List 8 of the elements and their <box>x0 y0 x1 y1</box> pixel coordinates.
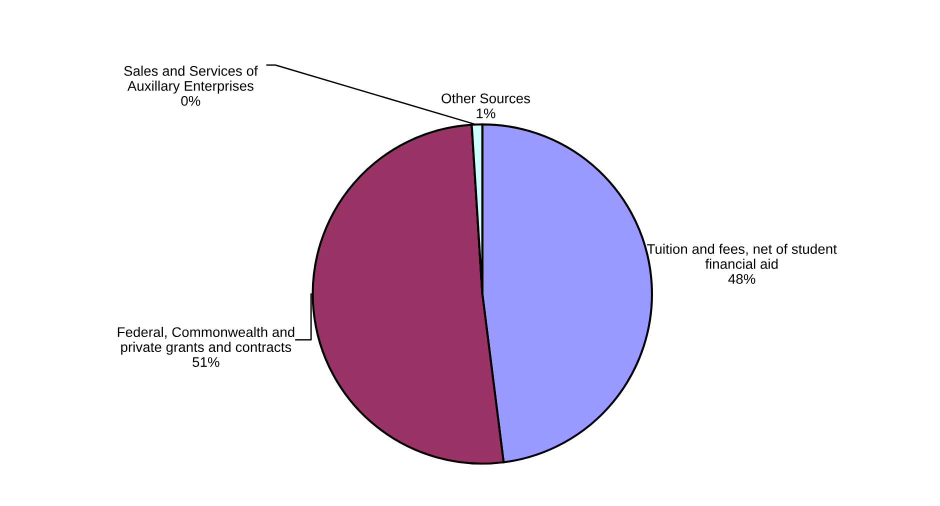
slice-label: Tuition and fees, net of student financial aid <box>647 244 837 269</box>
category-label: Sales and Services of Auxillary Enterprises <box>124 66 258 94</box>
slice-label: Other Sources <box>442 93 530 104</box>
data-label: 1% <box>476 108 496 118</box>
slice-label: Federal, Commonwealth and private grants and contracts <box>118 326 294 355</box>
text: 0% <box>181 96 200 106</box>
data-label: 48% <box>728 274 756 284</box>
data-label: 51% <box>192 357 220 367</box>
